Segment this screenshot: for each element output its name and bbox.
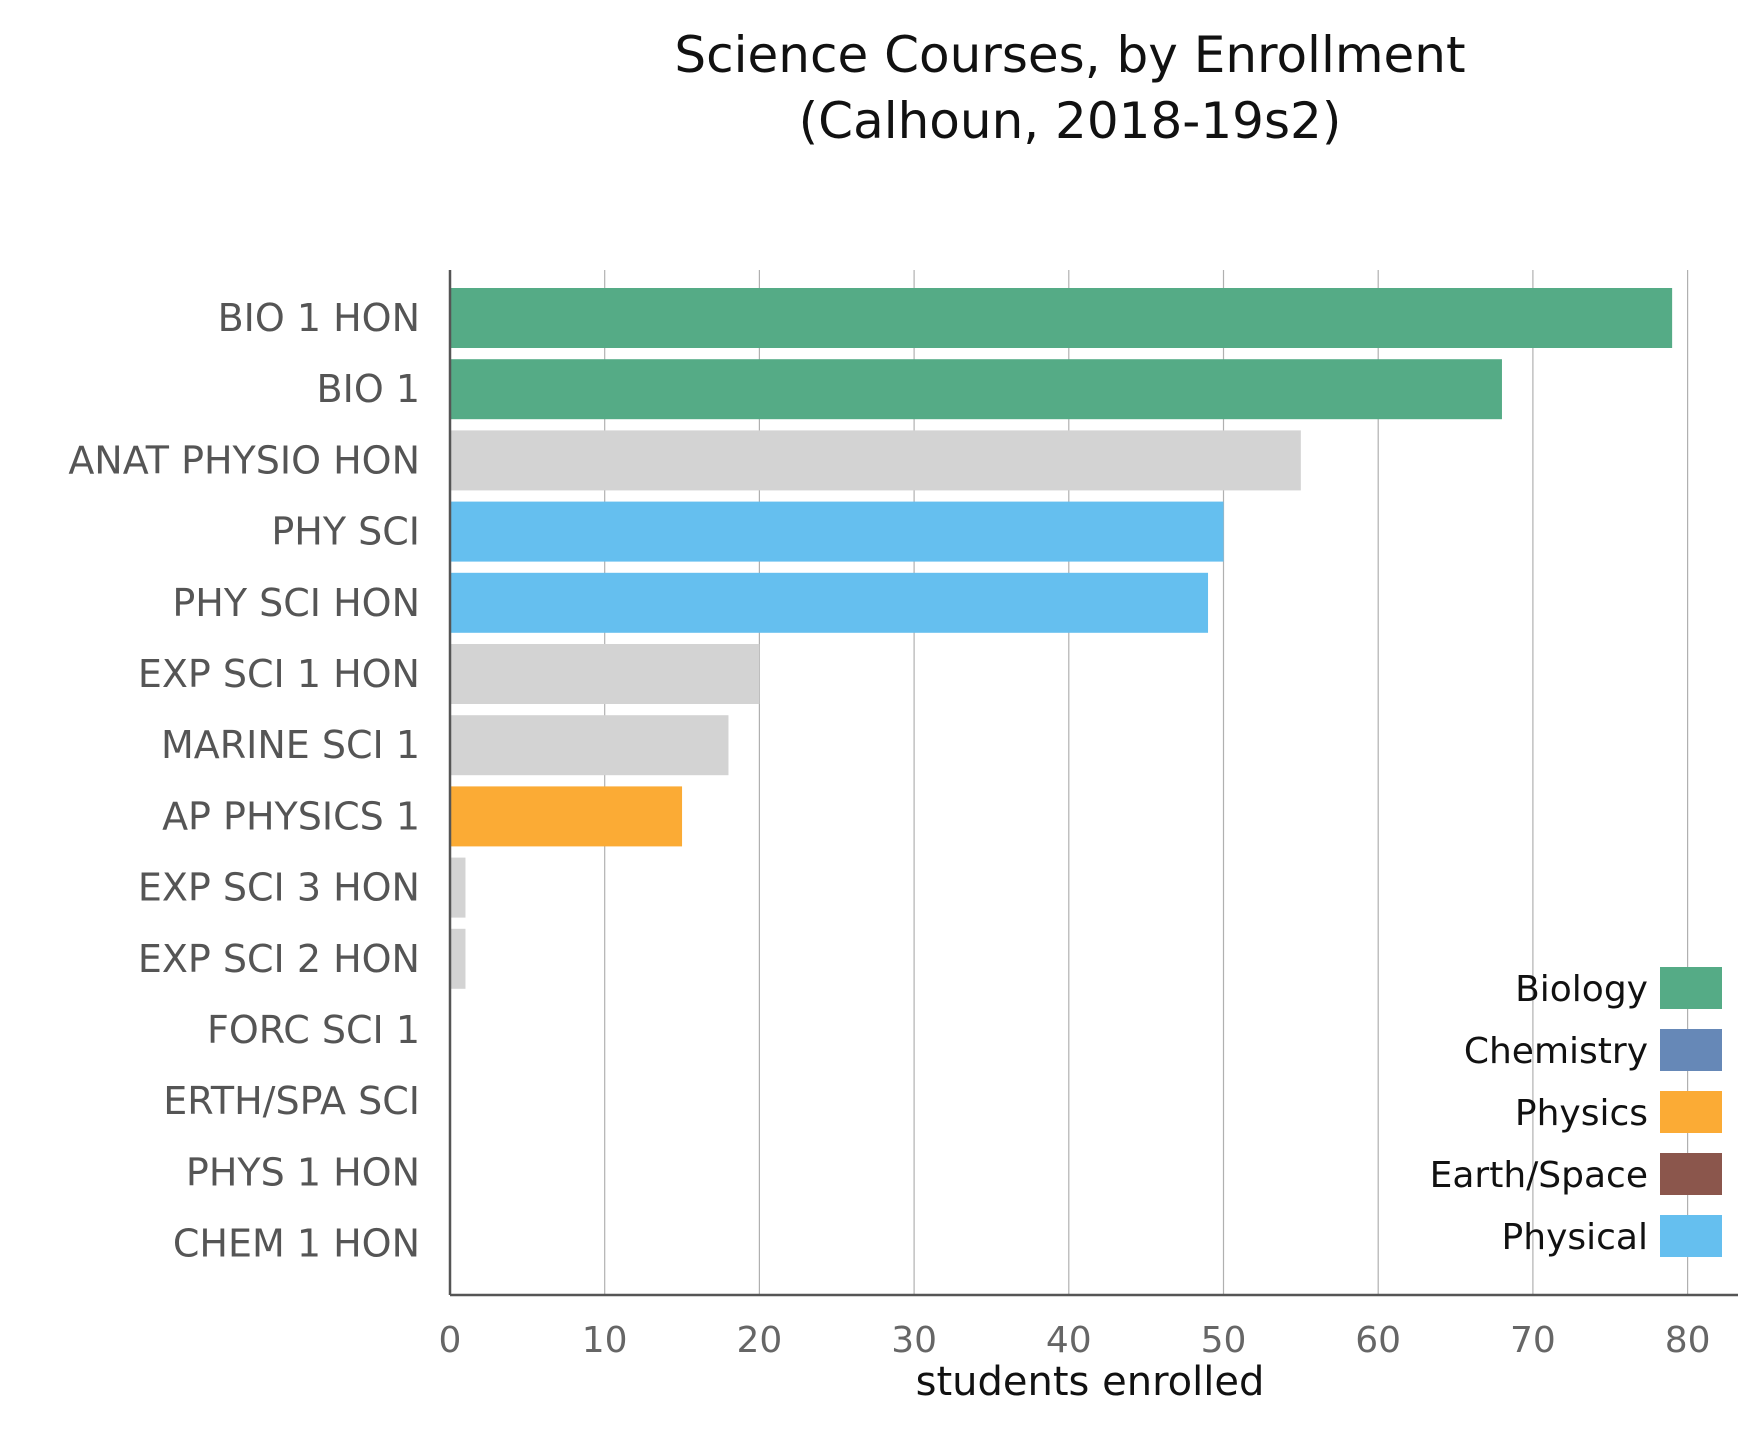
gridlines <box>604 270 1689 1295</box>
category-label: ANAT PHYSIO HON <box>68 438 420 482</box>
category-labels: BIO 1 HON BIO 1 ANAT PHYSIO HON PHY SCI PHY … <box>68 296 420 1266</box>
category-label: EXP SCI 2 HON <box>138 937 420 981</box>
x-tick-label: 50 <box>1201 1320 1247 1361</box>
x-tick-label: 20 <box>736 1320 782 1361</box>
legend-swatch <box>1660 967 1722 1009</box>
category-label: FORC SCI 1 <box>207 1008 420 1052</box>
bars <box>450 288 1673 989</box>
x-tick-label: 10 <box>582 1320 628 1361</box>
x-tick-label: 40 <box>1046 1320 1092 1361</box>
bar <box>450 501 1224 562</box>
category-label: PHYS 1 HON <box>186 1150 420 1194</box>
legend-swatch <box>1660 1091 1722 1133</box>
chart-title: Science Courses, by Enrollment <box>674 26 1465 84</box>
category-label: EXP SCI 3 HON <box>138 866 420 910</box>
bar <box>450 857 466 918</box>
bar <box>450 715 729 776</box>
category-label: BIO 1 HON <box>218 296 420 340</box>
legend-label: Earth/Space <box>1430 1155 1648 1196</box>
category-label: AP PHYSICS 1 <box>162 794 420 838</box>
category-label: BIO 1 <box>317 367 420 411</box>
category-label: CHEM 1 HON <box>173 1222 420 1266</box>
legend-swatch <box>1660 1215 1722 1257</box>
category-label: ERTH/SPA SCI <box>163 1079 420 1123</box>
x-tick-labels: 0 10 20 30 40 50 60 70 80 <box>439 1320 1711 1361</box>
x-tick-label: 80 <box>1665 1320 1711 1361</box>
x-tick-label: 30 <box>891 1320 937 1361</box>
bar <box>450 288 1673 348</box>
legend-label: Chemistry <box>1464 1031 1648 1072</box>
bar <box>450 928 466 989</box>
category-label: EXP SCI 1 HON <box>138 652 420 696</box>
bar <box>450 644 760 704</box>
category-label: PHY SCI <box>271 510 420 554</box>
x-tick-label: 70 <box>1510 1320 1556 1361</box>
legend: Biology Chemistry Physics Earth/Space Physic… <box>1430 967 1722 1258</box>
x-axis-title: students enrolled <box>916 1359 1265 1405</box>
legend-label: Physical <box>1502 1217 1648 1258</box>
legend-swatch <box>1660 1153 1722 1195</box>
bar <box>450 359 1502 420</box>
x-tick-label: 0 <box>439 1320 462 1361</box>
category-label: MARINE SCI 1 <box>161 723 420 767</box>
legend-label: Physics <box>1515 1093 1648 1134</box>
bar <box>450 572 1209 633</box>
bar <box>450 430 1301 491</box>
x-tick-label: 60 <box>1355 1320 1401 1361</box>
chart-subtitle: (Calhoun, 2018-19s2) <box>799 92 1342 150</box>
legend-label: Biology <box>1515 969 1648 1010</box>
legend-swatch <box>1660 1029 1722 1071</box>
bar <box>450 786 683 847</box>
category-label: PHY SCI HON <box>172 581 420 625</box>
